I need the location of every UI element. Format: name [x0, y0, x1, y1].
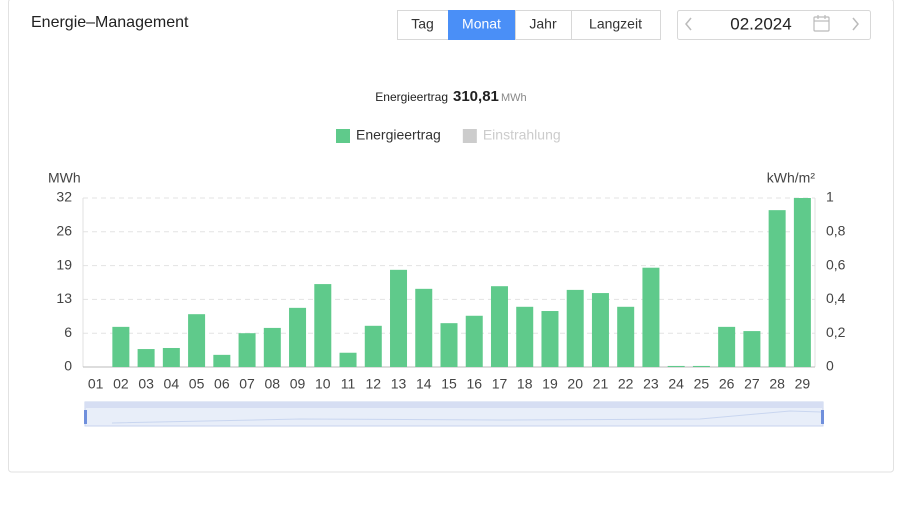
bar	[289, 307, 307, 367]
summary-unit: MWh	[501, 92, 527, 104]
y-tick-label: 0	[64, 358, 72, 374]
bar	[591, 293, 609, 367]
card	[8, 0, 894, 473]
x-tick-label: 27	[744, 376, 760, 392]
bar	[137, 349, 155, 367]
bar	[112, 326, 130, 367]
tab-button[interactable]	[448, 10, 516, 40]
legend-label[interactable]: Einstrahlung	[483, 127, 561, 143]
bar	[238, 333, 256, 367]
y-tick-label: 26	[56, 223, 72, 239]
legend-swatch[interactable]	[462, 129, 477, 143]
x-tick-label: 01	[88, 376, 104, 392]
x-tick-label: 18	[517, 376, 533, 392]
x-tick-label: 23	[643, 376, 659, 392]
tab-label: Langzeit	[589, 16, 642, 32]
bar	[667, 365, 685, 367]
bar	[793, 198, 811, 367]
y-tick-label: 32	[56, 189, 72, 205]
bar	[642, 267, 660, 367]
y2-tick-label: 0,4	[826, 290, 846, 306]
x-tick-label: 12	[365, 376, 381, 392]
tab-label: Jahr	[529, 16, 557, 32]
x-tick-label: 13	[391, 376, 407, 392]
bar	[263, 327, 281, 367]
x-tick-label: 14	[416, 376, 432, 392]
y2-tick-label: 0	[826, 358, 834, 374]
x-tick-label: 06	[214, 376, 230, 392]
summary-label: Energieertrag	[375, 90, 448, 104]
x-tick-label: 16	[466, 376, 482, 392]
tab-group: Tag Monat Jahr Langzeit	[397, 10, 661, 40]
x-tick-label: 21	[593, 376, 609, 392]
y-tick-label: 6	[64, 324, 72, 340]
bar	[415, 288, 433, 367]
y2-tick-label: 0,8	[826, 223, 846, 239]
x-tick-label: 03	[138, 376, 154, 392]
y2-tick-label: 1	[826, 189, 834, 205]
next-button[interactable]	[852, 17, 859, 31]
date-picker[interactable]	[677, 10, 871, 40]
bar	[566, 289, 584, 367]
x-tick-label: 08	[265, 376, 281, 392]
y-tick-label: 19	[56, 256, 72, 272]
tab-button[interactable]	[397, 10, 449, 40]
bar	[768, 210, 786, 367]
x-tick-label: 04	[164, 376, 180, 392]
x-tick-label: 05	[189, 376, 205, 392]
x-tick-label: 20	[567, 376, 583, 392]
date-value: 02.2024	[730, 14, 791, 33]
summary: Energieertrag 310,81 MWh	[375, 88, 526, 105]
tab-button[interactable]	[515, 10, 572, 40]
bar	[390, 269, 408, 367]
y2-tick-label: 0,2	[826, 324, 846, 340]
x-tick-label: 02	[113, 376, 129, 392]
bar	[440, 323, 458, 367]
y2-tick-label: 0,6	[826, 256, 846, 272]
legend-swatch[interactable]	[336, 129, 350, 143]
x-tick-label: 25	[694, 376, 710, 392]
bar	[339, 352, 357, 367]
legend-label[interactable]: Energieertrag	[356, 127, 441, 143]
panel-title: Energie–Management	[31, 14, 189, 31]
bar	[692, 365, 710, 367]
tab-label: Monat	[462, 16, 501, 32]
bar	[465, 315, 483, 367]
bar	[490, 286, 508, 367]
x-tick-label: 22	[618, 376, 634, 392]
x-tick-label: 17	[492, 376, 508, 392]
bar	[617, 306, 635, 367]
x-tick-label: 26	[719, 376, 735, 392]
summary-value: 310,81	[453, 88, 499, 105]
data-zoom[interactable]	[84, 401, 824, 427]
x-tick-label: 09	[290, 376, 306, 392]
bar	[516, 306, 534, 367]
bar	[364, 325, 382, 367]
prev-button[interactable]	[685, 17, 692, 31]
y-axis-title: MWh	[48, 170, 81, 186]
x-tick-label: 24	[668, 376, 684, 392]
bar	[314, 284, 332, 367]
x-tick-label: 29	[795, 376, 811, 392]
y-tick-label: 13	[56, 290, 72, 306]
tab-button[interactable]	[571, 10, 661, 40]
tab-label: Tag	[411, 16, 434, 32]
bar	[718, 326, 736, 367]
x-tick-label: 19	[542, 376, 558, 392]
bar	[541, 311, 559, 367]
bar	[743, 331, 761, 367]
x-tick-label: 10	[315, 376, 331, 392]
x-tick-label: 07	[239, 376, 255, 392]
bar	[213, 354, 231, 367]
calendar-icon[interactable]	[813, 15, 830, 32]
x-tick-label: 28	[769, 376, 785, 392]
x-tick-label: 15	[441, 376, 457, 392]
x-tick-label: 11	[341, 376, 356, 392]
y2-axis-title: kWh/m²	[767, 170, 816, 186]
bar	[188, 314, 206, 367]
bar	[162, 347, 180, 367]
